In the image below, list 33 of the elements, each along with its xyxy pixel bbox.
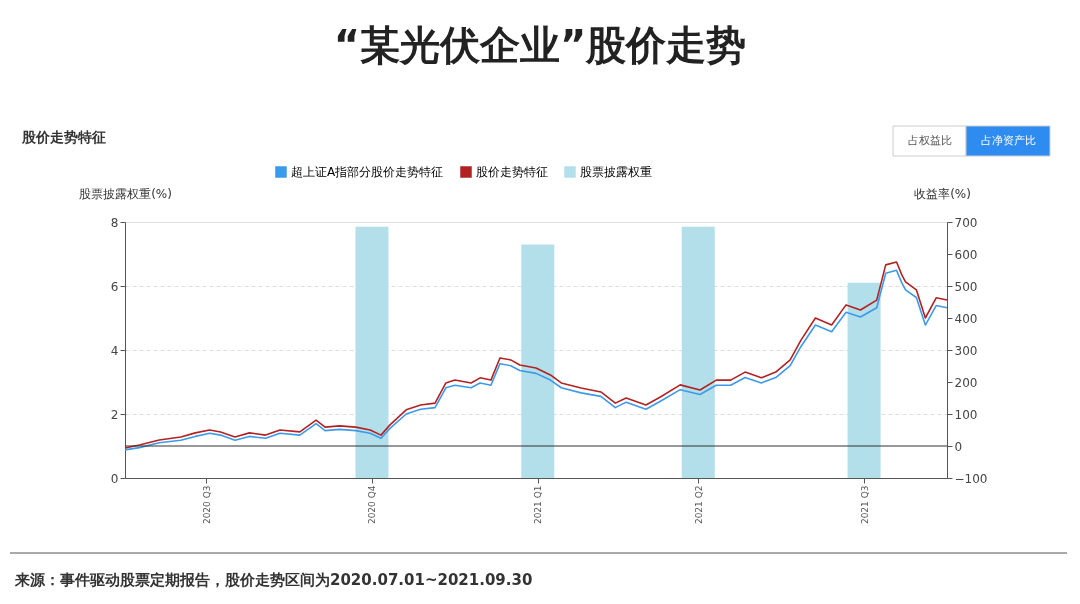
x-tick-label: 2020 Q3	[201, 485, 212, 525]
chart-subtitle: 股价走势特征	[21, 129, 106, 145]
y2-tick-label: −100	[954, 471, 988, 486]
y2-tick-label: 100	[954, 407, 978, 422]
x-tick-label: 2021 Q1	[533, 485, 544, 525]
y-axis-title: 股票披露权重(%)	[79, 186, 172, 201]
bar	[681, 226, 715, 478]
y-tick-label: 2	[110, 407, 119, 422]
y-tick-label: 4	[110, 343, 119, 358]
chart-title: “某光伏企业”股价走势	[333, 22, 747, 68]
legend-label: 超上证A指部分股价走势特征	[291, 165, 444, 179]
y-tick-label: 0	[110, 471, 119, 486]
y2-tick-label: 500	[954, 279, 978, 294]
text: 占权益比	[907, 134, 952, 147]
y2-tick-label: 200	[954, 375, 978, 390]
legend-label: 股价走势特征	[476, 165, 548, 179]
y2-tick-label: 300	[954, 343, 978, 358]
y2-tick-label: 0	[954, 439, 963, 454]
y2-tick-label: 700	[954, 215, 978, 230]
x-tick-label: 2020 Q4	[367, 485, 378, 525]
legend-label: 股票披露权重	[580, 165, 652, 179]
y-tick-label: 8	[110, 215, 119, 230]
y2-tick-label: 600	[954, 247, 978, 262]
x-tick-label: 2021 Q3	[859, 485, 870, 525]
bar	[521, 244, 555, 478]
y-tick-label: 6	[110, 279, 119, 294]
source-note: 来源：事件驱动股票定期报告，股价走势区间为2020.07.01~2021.09.30	[14, 571, 533, 589]
y2-axis-title: 收益率(%)	[914, 186, 971, 201]
text: 占净资产比	[980, 134, 1036, 147]
x-tick-label: 2021 Q2	[693, 485, 704, 525]
bar	[847, 282, 881, 478]
bar	[355, 226, 389, 478]
y2-tick-label: 400	[954, 311, 978, 326]
